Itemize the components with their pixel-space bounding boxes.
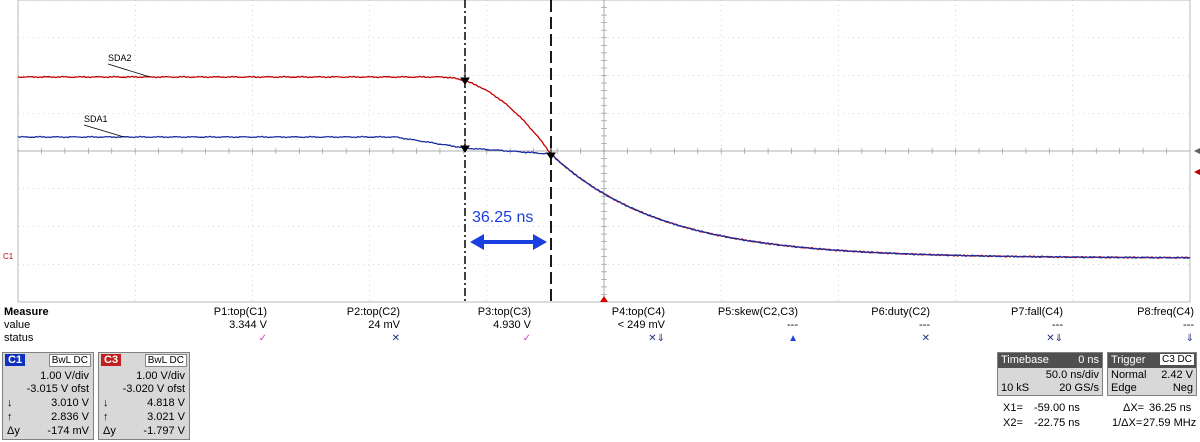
sda2-label: SDA2 <box>108 53 132 63</box>
volts-per-div: 1.00 V/div <box>40 370 89 382</box>
channel-c3-descriptor[interactable]: C3 BwL DC 1.00 V/div -3.020 V ofst ↓ 4.81… <box>98 352 190 440</box>
bandwidth-coupling-flags: BwL DC <box>48 354 91 367</box>
param-name: P2:top(C2) <box>346 306 400 318</box>
sample-rate: 20 GS/s <box>1059 382 1099 394</box>
sda1-trace <box>17 135 1191 260</box>
channel-marker-c1: C1 <box>3 252 14 261</box>
timebase-label: Timebase <box>1001 354 1049 366</box>
x2-label: X2= <box>1003 417 1023 429</box>
down-arrow-icon: ↓ <box>7 397 13 409</box>
param-value: 3.344 V <box>229 319 267 331</box>
param-p2[interactable]: P2:top(C2) 24 mV ✕ <box>290 306 400 345</box>
status-warning-icon: ▲ <box>788 333 798 344</box>
trigger-slope: Neg <box>1172 382 1193 394</box>
trigger-position-marker[interactable] <box>600 296 608 302</box>
param-name: P8:freq(C4) <box>1137 306 1194 318</box>
timebase-delay: 0 ns <box>1078 354 1099 366</box>
param-value: < 249 mV <box>617 319 665 331</box>
channel-c1-descriptor[interactable]: C1 BwL DC 1.00 V/div -3.015 V ofst ↓ 3.01… <box>2 352 94 440</box>
x1-label: X1= <box>1003 402 1023 414</box>
sda1-label: SDA1 <box>84 114 108 124</box>
param-p3[interactable]: P3:top(C3) 4.930 V ✓ <box>421 306 531 345</box>
param-p5[interactable]: P5:skew(C2,C3) --- ▲ <box>688 306 798 345</box>
delta-y-label: Δy <box>7 425 20 437</box>
param-value: --- <box>919 319 930 331</box>
sda2-label-leader <box>107 63 151 78</box>
param-value: --- <box>1052 319 1063 331</box>
waveform-display: SDA2 SDA1 C1 36.25 ns <box>3 0 1200 303</box>
param-p8[interactable]: P8:freq(C4) --- ⇓ <box>1084 306 1194 345</box>
channel-c3-tag: C3 <box>101 354 122 366</box>
value-row-label: value <box>4 319 31 331</box>
param-name: P3:top(C3) <box>477 306 531 318</box>
sample-count: 10 kS <box>1001 382 1030 394</box>
time-per-div: 50.0 ns/div <box>1045 369 1099 381</box>
trigger-label: Trigger <box>1111 354 1146 366</box>
param-p7[interactable]: P7:fall(C4) --- ✕⇓ <box>953 306 1063 345</box>
param-name: P1:top(C1) <box>213 306 267 318</box>
trigger-mode: Normal <box>1111 369 1147 381</box>
x1-value: -59.00 ns <box>1034 402 1080 414</box>
inverse-dx-value: 27.59 MHz <box>1143 417 1197 429</box>
up-arrow-icon: ↑ <box>7 411 13 423</box>
offset: -3.020 V ofst <box>122 383 185 395</box>
cursor-down-value: 4.818 V <box>147 397 185 409</box>
status-cross-icon: ✕ <box>391 333 400 344</box>
param-value: --- <box>1183 319 1194 331</box>
channel-c1-tag: C1 <box>5 354 26 366</box>
delta-y-label: Δy <box>103 425 116 437</box>
trigger-source: C3 DC <box>1159 354 1194 365</box>
measure-header: Measure <box>4 306 49 318</box>
cursor-markers <box>460 70 556 160</box>
param-value: 4.930 V <box>493 319 531 331</box>
param-p6[interactable]: P6:duty(C2) --- ✕ <box>820 306 930 345</box>
trigger-descriptor[interactable]: Trigger C3 DC Normal 2.42 V Edge Neg <box>1107 352 1197 396</box>
cursor-up-value: 3.021 V <box>147 411 185 423</box>
cursor-up-value: 2.836 V <box>51 411 89 423</box>
right-marker[interactable] <box>1194 169 1200 175</box>
status-row-label: status <box>4 332 34 344</box>
status-cross-down-icon: ✕⇓ <box>1046 333 1063 344</box>
status-down-icon: ⇓ <box>1185 333 1194 344</box>
offset: -3.015 V ofst <box>26 383 89 395</box>
status-check-icon: ✓ <box>258 333 267 344</box>
delta-y-value: -1.797 V <box>143 425 185 437</box>
trigger-level: 2.42 V <box>1161 369 1193 381</box>
param-p1[interactable]: P1:top(C1) 3.344 V ✓ <box>157 306 267 345</box>
sda1-label-leader <box>83 124 125 138</box>
status-cross-icon: ✕ <box>921 333 930 344</box>
cursor-down-value: 3.010 V <box>51 397 89 409</box>
measure-table: Measure value status P1:top(C1) 3.344 V … <box>0 306 1200 346</box>
status-cross-down-icon: ✕⇓ <box>648 333 665 344</box>
param-p4[interactable]: P4:top(C4) < 249 mV ✕⇓ <box>555 306 665 345</box>
param-value: 24 mV <box>368 319 400 331</box>
param-name: P4:top(C4) <box>611 306 665 318</box>
param-name: P5:skew(C2,C3) <box>717 306 798 318</box>
timebase-descriptor[interactable]: Timebase 0 ns 50.0 ns/div 10 kS 20 GS/s <box>997 352 1103 396</box>
volts-per-div: 1.00 V/div <box>136 370 185 382</box>
down-arrow-icon: ↓ <box>103 397 109 409</box>
measure-row-labels: Measure value status <box>4 306 64 345</box>
bandwidth-coupling-flags: BwL DC <box>144 354 187 367</box>
trigger-level-marker[interactable] <box>1194 148 1200 154</box>
dx-value: 36.25 ns <box>1149 402 1192 414</box>
inverse-dx-label: 1/ΔX= <box>1112 417 1143 429</box>
param-value: --- <box>787 319 798 331</box>
status-check-icon: ✓ <box>522 333 531 344</box>
time-span-arrow <box>470 234 547 250</box>
dx-label: ΔX= <box>1123 402 1145 414</box>
trigger-type: Edge <box>1111 382 1137 394</box>
grid <box>17 0 1191 303</box>
param-name: P7:fall(C4) <box>1011 306 1063 318</box>
up-arrow-icon: ↑ <box>103 411 109 423</box>
time-annotation: 36.25 ns <box>472 209 533 226</box>
delta-y-value: -174 mV <box>47 425 89 437</box>
param-name: P6:duty(C2) <box>871 306 930 318</box>
x2-value: -22.75 ns <box>1034 417 1080 429</box>
